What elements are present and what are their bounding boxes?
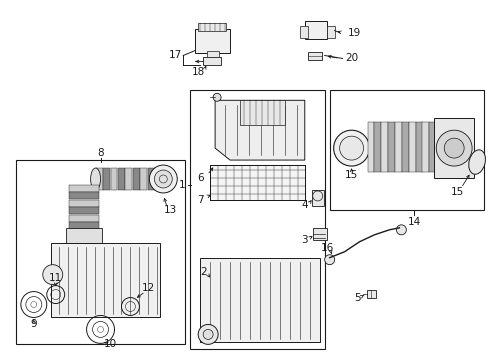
- Bar: [118, 168, 125, 190]
- Bar: [415, 122, 422, 172]
- Bar: [68, 193, 99, 199]
- Text: 14: 14: [407, 217, 420, 227]
- Circle shape: [435, 130, 471, 166]
- Circle shape: [339, 136, 363, 160]
- Bar: [155, 168, 162, 190]
- Bar: [240, 100, 285, 125]
- Circle shape: [333, 130, 369, 166]
- Bar: [304, 21, 326, 39]
- Text: 5: 5: [353, 293, 360, 302]
- Bar: [203, 58, 221, 66]
- Bar: [433, 118, 473, 178]
- Bar: [210, 165, 304, 200]
- Bar: [210, 165, 304, 200]
- Circle shape: [312, 191, 322, 201]
- Text: 6: 6: [197, 173, 203, 183]
- Text: 9: 9: [30, 319, 37, 329]
- Bar: [312, 228, 326, 240]
- Bar: [190, 90, 324, 349]
- Bar: [387, 122, 394, 172]
- Bar: [408, 122, 415, 172]
- Circle shape: [42, 265, 62, 285]
- Text: 3: 3: [301, 235, 307, 245]
- Text: 7: 7: [197, 195, 203, 205]
- Bar: [367, 122, 374, 172]
- Bar: [307, 53, 321, 60]
- Text: 4: 4: [301, 200, 307, 210]
- Ellipse shape: [90, 168, 101, 190]
- Bar: [68, 222, 99, 229]
- Bar: [374, 122, 381, 172]
- Bar: [68, 215, 99, 222]
- Bar: [207, 50, 219, 58]
- Text: 15: 15: [449, 187, 463, 197]
- Bar: [133, 168, 140, 190]
- Bar: [311, 190, 323, 206]
- Text: 1: 1: [179, 180, 185, 190]
- Bar: [198, 23, 225, 31]
- Bar: [103, 168, 110, 190]
- Text: 13: 13: [163, 205, 177, 215]
- Text: 15: 15: [344, 170, 358, 180]
- Bar: [125, 168, 132, 190]
- Bar: [428, 122, 435, 172]
- Text: 17: 17: [168, 50, 182, 60]
- Text: 8: 8: [97, 148, 103, 158]
- Circle shape: [154, 170, 172, 188]
- Bar: [329, 90, 483, 210]
- Circle shape: [203, 329, 213, 339]
- Circle shape: [149, 165, 177, 193]
- Text: 2: 2: [200, 267, 206, 276]
- Text: 12: 12: [142, 283, 155, 293]
- Circle shape: [324, 255, 334, 265]
- Circle shape: [396, 225, 406, 235]
- Bar: [147, 168, 155, 190]
- Bar: [401, 122, 408, 172]
- Bar: [68, 230, 99, 237]
- Bar: [326, 26, 334, 37]
- Bar: [366, 289, 376, 298]
- Bar: [381, 122, 387, 172]
- Bar: [95, 168, 102, 190]
- Text: 19: 19: [347, 28, 361, 37]
- Text: 11: 11: [49, 273, 62, 283]
- Circle shape: [443, 138, 463, 158]
- Bar: [68, 200, 99, 207]
- Bar: [195, 28, 229, 54]
- Bar: [110, 168, 117, 190]
- Text: 18: 18: [191, 67, 204, 77]
- Bar: [140, 168, 147, 190]
- Bar: [51, 243, 160, 318]
- Bar: [299, 26, 307, 37]
- Bar: [16, 160, 185, 345]
- Text: 10: 10: [104, 339, 117, 349]
- Circle shape: [213, 93, 221, 101]
- Bar: [65, 228, 102, 243]
- Bar: [68, 207, 99, 214]
- Polygon shape: [215, 100, 304, 160]
- Bar: [394, 122, 401, 172]
- Ellipse shape: [468, 150, 485, 174]
- Text: 16: 16: [321, 243, 334, 253]
- Bar: [422, 122, 428, 172]
- Bar: [200, 258, 319, 342]
- Bar: [68, 185, 99, 192]
- Text: 20: 20: [345, 54, 357, 63]
- Circle shape: [198, 324, 218, 345]
